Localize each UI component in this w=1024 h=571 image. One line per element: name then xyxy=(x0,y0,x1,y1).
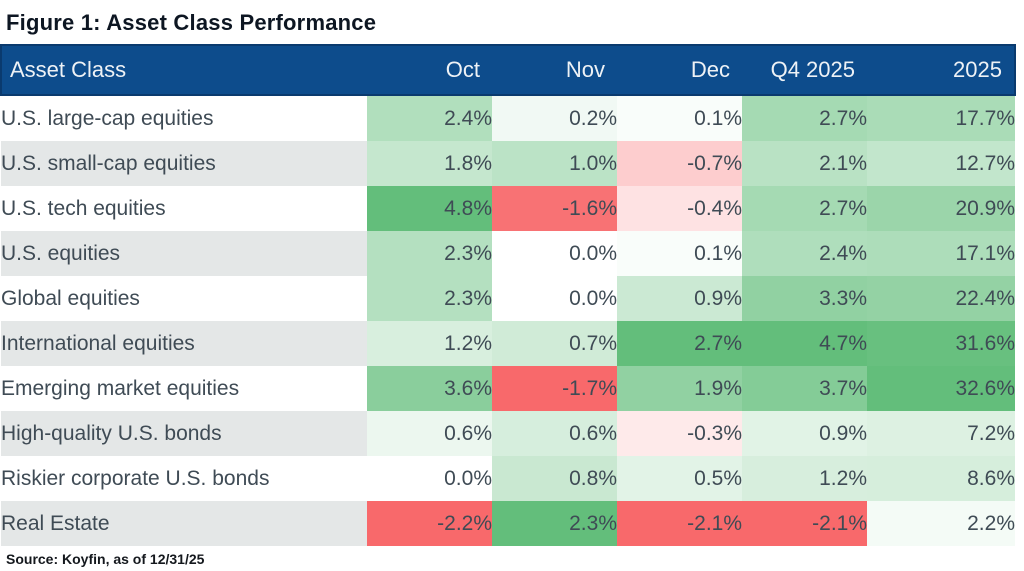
value-cell-q4-2025: 2.1% xyxy=(742,141,867,186)
table-row: Riskier corporate U.S. bonds 0.0% 0.8% 0.5%… xyxy=(1,456,1015,501)
table-row: High-quality U.S. bonds 0.6% 0.6% -0.3% 0.9%… xyxy=(1,411,1015,456)
value-cell-2025: 12.7% xyxy=(867,141,1015,186)
value-cell-q4-2025: 3.7% xyxy=(742,366,867,411)
column-header-oct: Oct xyxy=(367,44,492,96)
value-cell-oct: 2.3% xyxy=(367,231,492,276)
value-cell-2025: 22.4% xyxy=(867,276,1015,321)
value-cell-2025: 8.6% xyxy=(867,456,1015,501)
value-cell-2025: 31.6% xyxy=(867,321,1015,366)
value-cell-dec: 1.9% xyxy=(617,366,742,411)
value-cell-q4-2025: 4.7% xyxy=(742,321,867,366)
column-header-asset-class: Asset Class xyxy=(0,44,367,96)
value-cell-oct: 4.8% xyxy=(367,186,492,231)
table-row: U.S. small-cap equities 1.8% 1.0% -0.7% 2.1%… xyxy=(1,141,1015,186)
value-cell-oct: 1.2% xyxy=(367,321,492,366)
table-row: U.S. large-cap equities 2.4% 0.2% 0.1% 2.7% 1… xyxy=(1,95,1015,141)
value-cell-q4-2025: 0.9% xyxy=(742,411,867,456)
column-header-nov: Nov xyxy=(492,44,617,96)
asset-class-label: Riskier corporate U.S. bonds xyxy=(1,456,367,501)
value-cell-oct: 0.0% xyxy=(367,456,492,501)
value-cell-nov: 0.6% xyxy=(492,411,617,456)
value-cell-2025: 17.1% xyxy=(867,231,1015,276)
value-cell-2025: 20.9% xyxy=(867,186,1015,231)
asset-performance-table: Asset Class Oct Nov Dec Q4 2025 2025 U.S. lar… xyxy=(0,44,1016,546)
table-header-row: Asset Class Oct Nov Dec Q4 2025 2025 xyxy=(0,44,1016,96)
value-cell-2025: 17.7% xyxy=(867,95,1015,141)
column-header-2025: 2025 xyxy=(867,44,1016,96)
table-row: U.S. equities 2.3% 0.0% 0.1% 2.4% 17.1% xyxy=(1,231,1015,276)
value-cell-q4-2025: 3.3% xyxy=(742,276,867,321)
table-row: U.S. tech equities 4.8% -1.6% -0.4% 2.7% 20.9… xyxy=(1,186,1015,231)
asset-class-label: Real Estate xyxy=(1,501,367,546)
value-cell-dec: 0.1% xyxy=(617,231,742,276)
table-row: Emerging market equities 3.6% -1.7% 1.9% 3.7… xyxy=(1,366,1015,411)
value-cell-q4-2025: 1.2% xyxy=(742,456,867,501)
source-note: Source: Koyfin, as of 12/31/25 xyxy=(6,551,205,567)
value-cell-nov: 0.8% xyxy=(492,456,617,501)
figure-title: Figure 1: Asset Class Performance xyxy=(6,10,377,35)
value-cell-q4-2025: -2.1% xyxy=(742,501,867,546)
value-cell-dec: -0.7% xyxy=(617,141,742,186)
value-cell-oct: -2.2% xyxy=(367,501,492,546)
column-header-q4-2025: Q4 2025 xyxy=(742,44,867,96)
value-cell-dec: 0.9% xyxy=(617,276,742,321)
value-cell-oct: 0.6% xyxy=(367,411,492,456)
value-cell-nov: -1.7% xyxy=(492,366,617,411)
value-cell-nov: 0.2% xyxy=(492,95,617,141)
table-row: International equities 1.2% 0.7% 2.7% 4.7% 31… xyxy=(1,321,1015,366)
value-cell-nov: 0.0% xyxy=(492,231,617,276)
value-cell-2025: 32.6% xyxy=(867,366,1015,411)
value-cell-q4-2025: 2.7% xyxy=(742,95,867,141)
asset-class-label: Emerging market equities xyxy=(1,366,367,411)
asset-class-label: High-quality U.S. bonds xyxy=(1,411,367,456)
value-cell-q4-2025: 2.7% xyxy=(742,186,867,231)
value-cell-oct: 2.4% xyxy=(367,95,492,141)
asset-class-label: International equities xyxy=(1,321,367,366)
value-cell-nov: 0.0% xyxy=(492,276,617,321)
asset-class-label: U.S. tech equities xyxy=(1,186,367,231)
asset-class-label: Global equities xyxy=(1,276,367,321)
asset-class-label: U.S. equities xyxy=(1,231,367,276)
table-header: Asset Class Oct Nov Dec Q4 2025 2025 xyxy=(0,44,1016,96)
value-cell-dec: -0.4% xyxy=(617,186,742,231)
value-cell-dec: -2.1% xyxy=(617,501,742,546)
table-row: Global equities 2.3% 0.0% 0.9% 3.3% 22.4% xyxy=(1,276,1015,321)
value-cell-dec: 0.1% xyxy=(617,95,742,141)
value-cell-dec: 2.7% xyxy=(617,321,742,366)
value-cell-2025: 7.2% xyxy=(867,411,1015,456)
table-row: Real Estate -2.2% 2.3% -2.1% -2.1% 2.2% xyxy=(1,501,1015,546)
value-cell-nov: 2.3% xyxy=(492,501,617,546)
value-cell-dec: 0.5% xyxy=(617,456,742,501)
value-cell-nov: 0.7% xyxy=(492,321,617,366)
value-cell-oct: 2.3% xyxy=(367,276,492,321)
value-cell-nov: 1.0% xyxy=(492,141,617,186)
value-cell-oct: 3.6% xyxy=(367,366,492,411)
value-cell-2025: 2.2% xyxy=(867,501,1015,546)
asset-class-label: U.S. large-cap equities xyxy=(1,95,367,141)
value-cell-oct: 1.8% xyxy=(367,141,492,186)
asset-class-label: U.S. small-cap equities xyxy=(1,141,367,186)
value-cell-nov: -1.6% xyxy=(492,186,617,231)
value-cell-q4-2025: 2.4% xyxy=(742,231,867,276)
column-header-dec: Dec xyxy=(617,44,742,96)
value-cell-dec: -0.3% xyxy=(617,411,742,456)
